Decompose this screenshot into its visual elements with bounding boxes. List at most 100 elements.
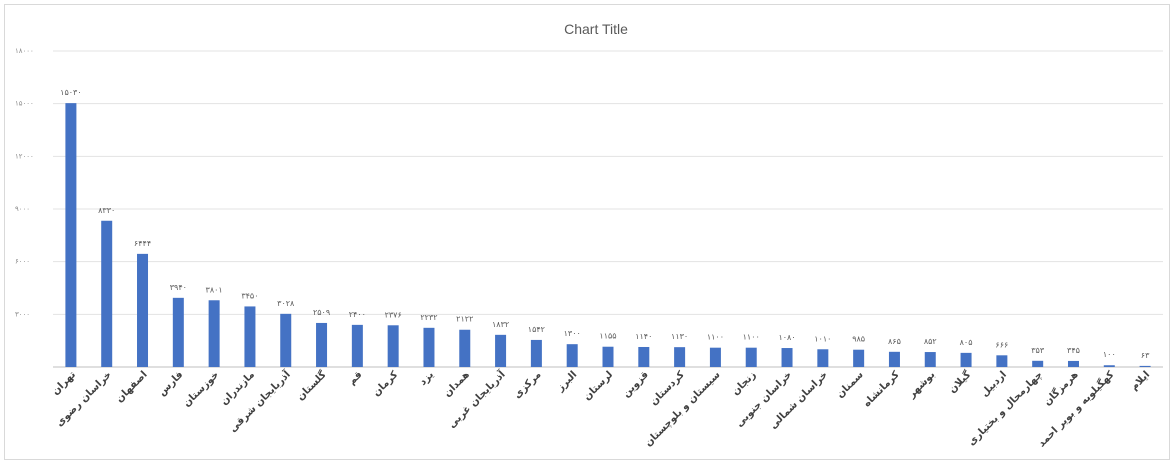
bar	[674, 347, 686, 367]
y-tick-label: ۱۸۰۰۰	[15, 47, 34, 55]
category-label: ایلام	[1129, 369, 1152, 392]
bar-value-label: ۱۱۳۰	[671, 332, 688, 341]
category-label: لرستان	[582, 369, 615, 402]
category-label: یزد	[418, 369, 437, 388]
bar-value-label: ۶۳	[1141, 351, 1150, 360]
bar	[709, 347, 721, 367]
bar	[65, 103, 77, 367]
bar	[316, 322, 328, 367]
category-label: قزوین	[621, 369, 651, 399]
bar	[280, 313, 292, 367]
bar-value-label: ۸۶۵	[888, 337, 901, 346]
bar-value-label: ۲۲۳۲	[420, 313, 437, 322]
bar	[208, 300, 220, 367]
bar	[387, 325, 399, 367]
bar-value-label: ۳۹۴۰	[170, 283, 187, 292]
category-label: کرمانشاه	[862, 369, 902, 409]
bar-value-label: ۶۴۴۴	[134, 239, 151, 248]
bar	[566, 344, 578, 367]
bar-value-label: ۱۰۸۰	[778, 333, 795, 342]
bar-value-label: ۱۳۰۰	[564, 329, 581, 338]
bar	[638, 346, 650, 367]
category-label: سمنان	[835, 369, 866, 400]
bars	[65, 103, 1151, 367]
bar	[996, 355, 1008, 367]
chart-frame: ۳۰۰۰ ۶۰۰۰ ۹۰۰۰ ۱۲۰۰۰ ۱۵۰۰۰ ۱۸۰۰۰ ۱۵۰۳۰ ۸۳۳۰ ۶۴۴…	[4, 4, 1170, 460]
y-tick-label: ۳۰۰۰	[15, 310, 30, 318]
category-label: مرکزی	[512, 369, 544, 401]
category-label: خوزستان	[181, 369, 221, 409]
bar	[745, 347, 757, 367]
bar	[530, 339, 542, 367]
bar	[101, 220, 113, 367]
bar-value-label: ۱۵۰۳۰	[60, 88, 81, 97]
category-label: آذربایجان شرقی	[226, 368, 293, 435]
category-label: تهران	[50, 369, 78, 397]
chart-title: Chart Title	[564, 21, 628, 37]
bar	[924, 352, 936, 367]
category-label: کرمان	[371, 369, 400, 398]
bar	[137, 253, 149, 367]
value-labels: ۱۵۰۳۰ ۸۳۳۰ ۶۴۴۴ ۳۹۴۰ ۳۸۰۱ ۳۴۵۰ ۳۰۲۸ ۲۵۰۹ ۲۴۰۰ ۲۳۷…	[60, 88, 1150, 360]
category-label: گیلان	[946, 368, 974, 396]
bar	[495, 334, 507, 367]
category-label: آذربایجان غربی	[445, 368, 508, 431]
bar-value-label: ۱۰۰	[1103, 350, 1116, 359]
bar-value-label: ۳۸۰۱	[206, 285, 223, 294]
bar	[602, 346, 614, 367]
bar	[960, 352, 972, 367]
bar-value-label: ۲۳۷۶	[385, 310, 402, 319]
category-label: قم	[347, 369, 365, 387]
bar	[1103, 365, 1115, 367]
bar-value-label: ۳۴۵	[1067, 346, 1080, 355]
bar-chart: ۳۰۰۰ ۶۰۰۰ ۹۰۰۰ ۱۲۰۰۰ ۱۵۰۰۰ ۱۸۰۰۰ ۱۵۰۳۰ ۸۳۳۰ ۶۴۴…	[15, 21, 1163, 450]
category-label: همدان	[442, 369, 472, 399]
category-label: گلستان	[294, 368, 329, 403]
bar-value-label: ۱۱۰۰	[743, 333, 760, 342]
bar-value-label: ۹۸۵	[852, 335, 865, 344]
bar	[817, 349, 829, 367]
bar-value-label: ۱۱۵۵	[599, 332, 616, 341]
y-tick-label: ۱۲۰۰۰	[15, 152, 34, 160]
bar	[459, 329, 471, 367]
bar-value-label: ۶۶۶	[995, 340, 1008, 349]
y-tick-label: ۱۵۰۰۰	[15, 100, 34, 108]
bar-value-label: ۲۵۰۹	[313, 308, 330, 317]
bar-value-label: ۳۰۲۸	[277, 299, 295, 308]
category-label: فارس	[157, 369, 186, 398]
category-label: اردبیل	[979, 369, 1009, 399]
bar	[351, 324, 363, 367]
category-label: بوشهر	[906, 369, 938, 401]
bar	[423, 327, 435, 367]
bar-value-label: ۳۴۵۰	[241, 291, 258, 300]
bar	[1032, 360, 1044, 367]
bar-value-label: ۸۳۳۰	[98, 206, 115, 215]
category-label: چهارمحال و بختیاری	[966, 369, 1045, 448]
bar	[888, 351, 900, 367]
bar-value-label: ۳۵۳	[1031, 346, 1045, 355]
bar-value-label: ۱۱۰۰	[707, 333, 724, 342]
bar	[781, 348, 793, 367]
y-axis-ticks: ۳۰۰۰ ۶۰۰۰ ۹۰۰۰ ۱۲۰۰۰ ۱۵۰۰۰ ۱۸۰۰۰	[15, 47, 34, 318]
gridlines	[53, 50, 1163, 368]
bar-value-label: ۲۴۰۰	[349, 310, 366, 319]
bar	[1139, 365, 1151, 367]
bar-value-label: ۲۱۲۲	[456, 315, 473, 324]
bar-value-label: ۸۵۲	[924, 337, 937, 346]
category-label: سیستان و بلوچستان	[643, 369, 723, 449]
bar-value-label: ۱۰۱۰	[814, 334, 831, 343]
category-label: زنجان	[730, 369, 758, 397]
bar	[172, 297, 184, 367]
bar	[1067, 360, 1079, 367]
bar	[244, 306, 256, 367]
y-tick-label: ۹۰۰۰	[15, 205, 30, 213]
bar-value-label: ۱۵۴۲	[528, 325, 545, 334]
bar-value-label: ۸۰۵	[960, 338, 973, 347]
y-tick-label: ۶۰۰۰	[15, 258, 30, 266]
bar-value-label: ۱۸۳۲	[492, 320, 509, 329]
category-label: البرز	[554, 369, 579, 394]
bar-value-label: ۱۱۴۰	[635, 332, 652, 341]
bar	[853, 349, 865, 367]
category-label: اصفهان	[114, 369, 149, 404]
